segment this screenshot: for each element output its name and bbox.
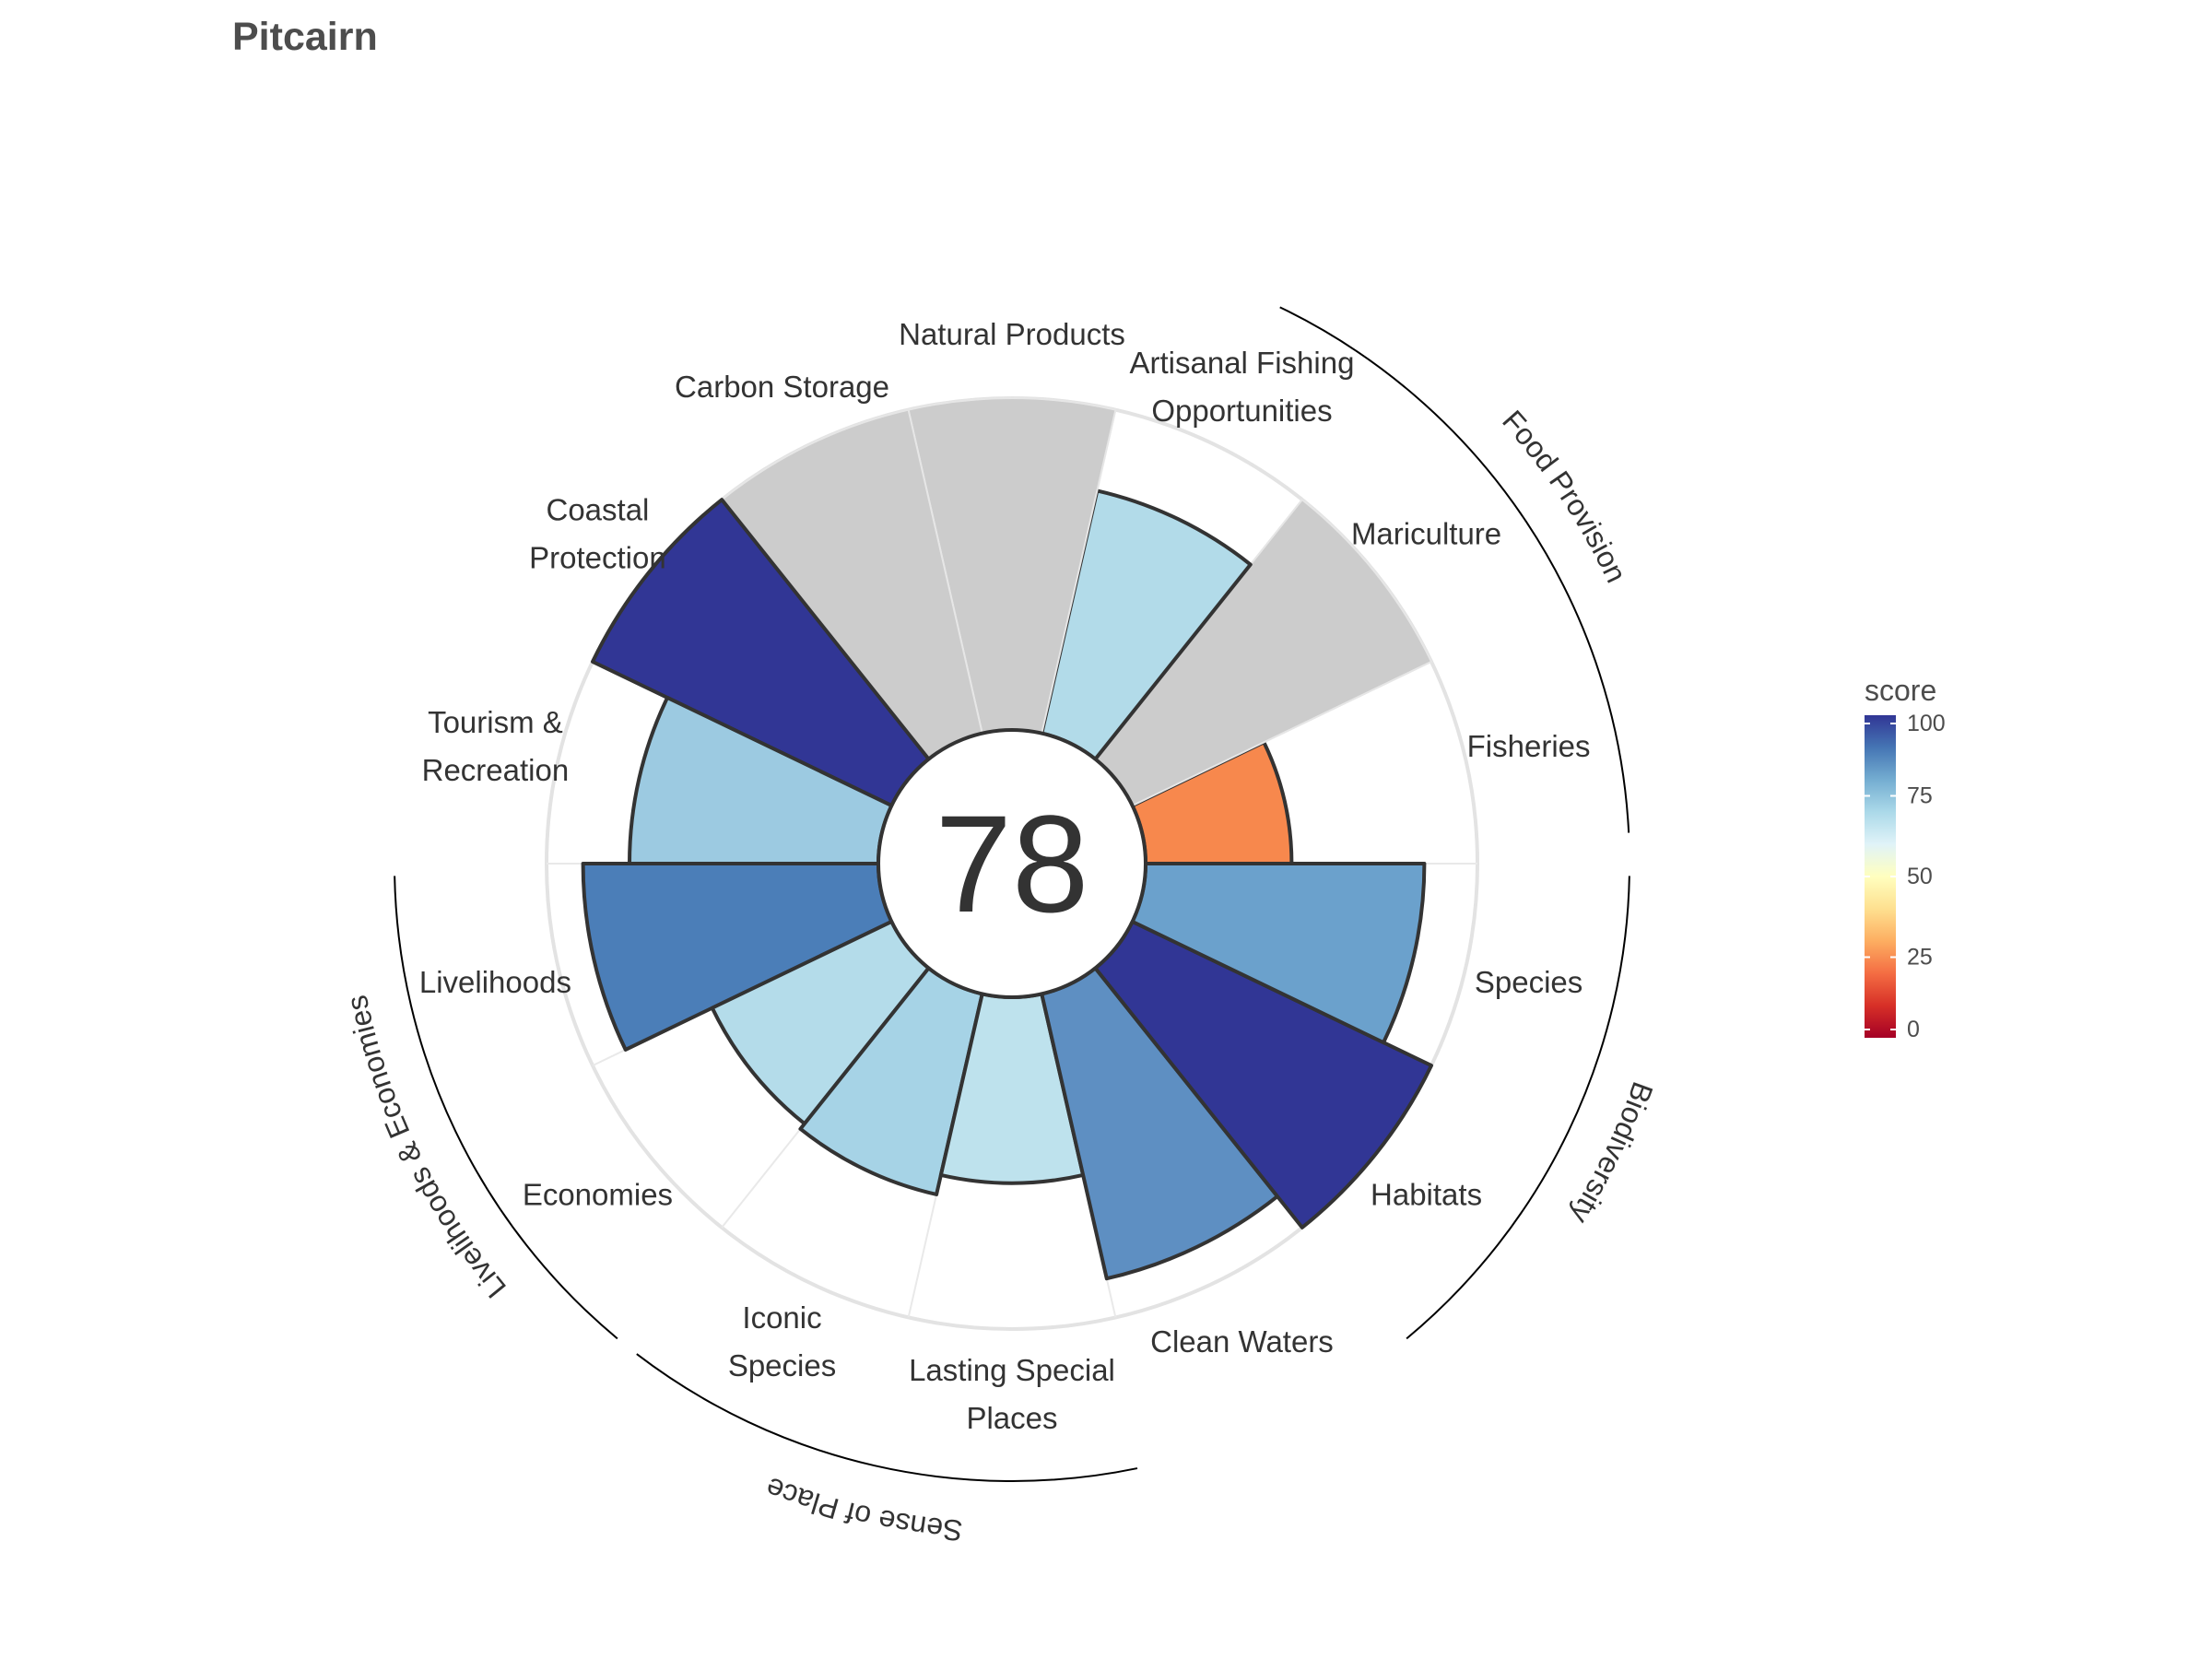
goal-label-species: Species (1475, 964, 1583, 998)
goal-label-line: Protection (529, 540, 666, 574)
goal-label-line: Species (728, 1348, 836, 1382)
group-label-livelihoods-economies: Livelihoods & Economies (340, 993, 512, 1305)
center-circle (877, 728, 1147, 999)
legend-tick-label: 25 (1907, 945, 1933, 971)
bars (581, 397, 1433, 1281)
goal-label-fisheries: Fisheries (1467, 729, 1591, 763)
goal-label-livelihoods: Livelihoods (419, 964, 571, 998)
goal-label-line: Natural Products (899, 317, 1125, 351)
goal-label-lasting-special-places: Lasting Special Places (909, 1353, 1115, 1435)
goal-label-tourism-recreation: Tourism & Recreation (422, 705, 570, 787)
goal-label-habitats: Habitats (1371, 1177, 1482, 1211)
goal-label-line: Opportunities (1151, 393, 1332, 427)
goal-label-line: Iconic (742, 1300, 821, 1335)
goal-label-line: Coastal (547, 492, 650, 526)
goal-label-line: Mariculture (1351, 516, 1501, 550)
overall-score: 78 (935, 786, 1089, 941)
goal-label-line: Places (966, 1401, 1057, 1435)
goal-label-line: Fisheries (1467, 729, 1591, 763)
goal-label-economies: Economies (523, 1177, 673, 1211)
goal-label-clean-waters: Clean Waters (1150, 1324, 1334, 1359)
goal-label-coastal-protection: Coastal Protection (529, 492, 666, 574)
goal-label-line: Clean Waters (1150, 1324, 1334, 1359)
goal-label-line: Artisanal Fishing (1130, 345, 1355, 379)
goal-labels: Fisheries Mariculture Artisanal Fishing Opp… (419, 317, 1591, 1435)
goal-label-line: Lasting Special (909, 1353, 1115, 1387)
chart-title: Pitcairn (232, 15, 378, 59)
group-label-sense-of-place: Sense of Place (761, 1471, 964, 1547)
group-arc-food-provision (1279, 306, 1630, 833)
legend: score 100 75 50 25 0 (1865, 674, 1946, 1042)
legend-title: score (1865, 674, 1936, 707)
legend-tick-label: 0 (1907, 1017, 1920, 1042)
group-label-biodiversity: Biodiversity (1564, 1077, 1660, 1230)
goal-label-line: Tourism & (428, 705, 563, 739)
goal-label-mariculture: Mariculture (1351, 516, 1501, 550)
goal-label-natural-products: Natural Products (899, 317, 1125, 351)
goal-label-line: Carbon Storage (675, 369, 889, 403)
goal-label-line: Livelihoods (419, 964, 571, 998)
group-arc-biodiversity (1406, 876, 1630, 1340)
goal-label-line: Habitats (1371, 1177, 1482, 1211)
group-label-food-provision: Food Provision (1496, 404, 1633, 587)
goal-label-iconic-species: Iconic Species (728, 1300, 836, 1382)
goal-label-carbon-storage: Carbon Storage (675, 369, 889, 403)
legend-tick-label: 100 (1907, 711, 1946, 736)
group-arc-sense-of-place (636, 1353, 1138, 1482)
group-arc-livelihoods-economies (394, 876, 618, 1340)
legend-tick-label: 50 (1907, 864, 1933, 889)
goal-label-line: Recreation (422, 753, 570, 787)
goal-label-artisanal-fishing-opportunities: Artisanal Fishing Opportunities (1130, 345, 1355, 427)
legend-tick-label: 75 (1907, 783, 1933, 809)
goal-label-line: Economies (523, 1177, 673, 1211)
goal-label-line: Species (1475, 964, 1583, 998)
